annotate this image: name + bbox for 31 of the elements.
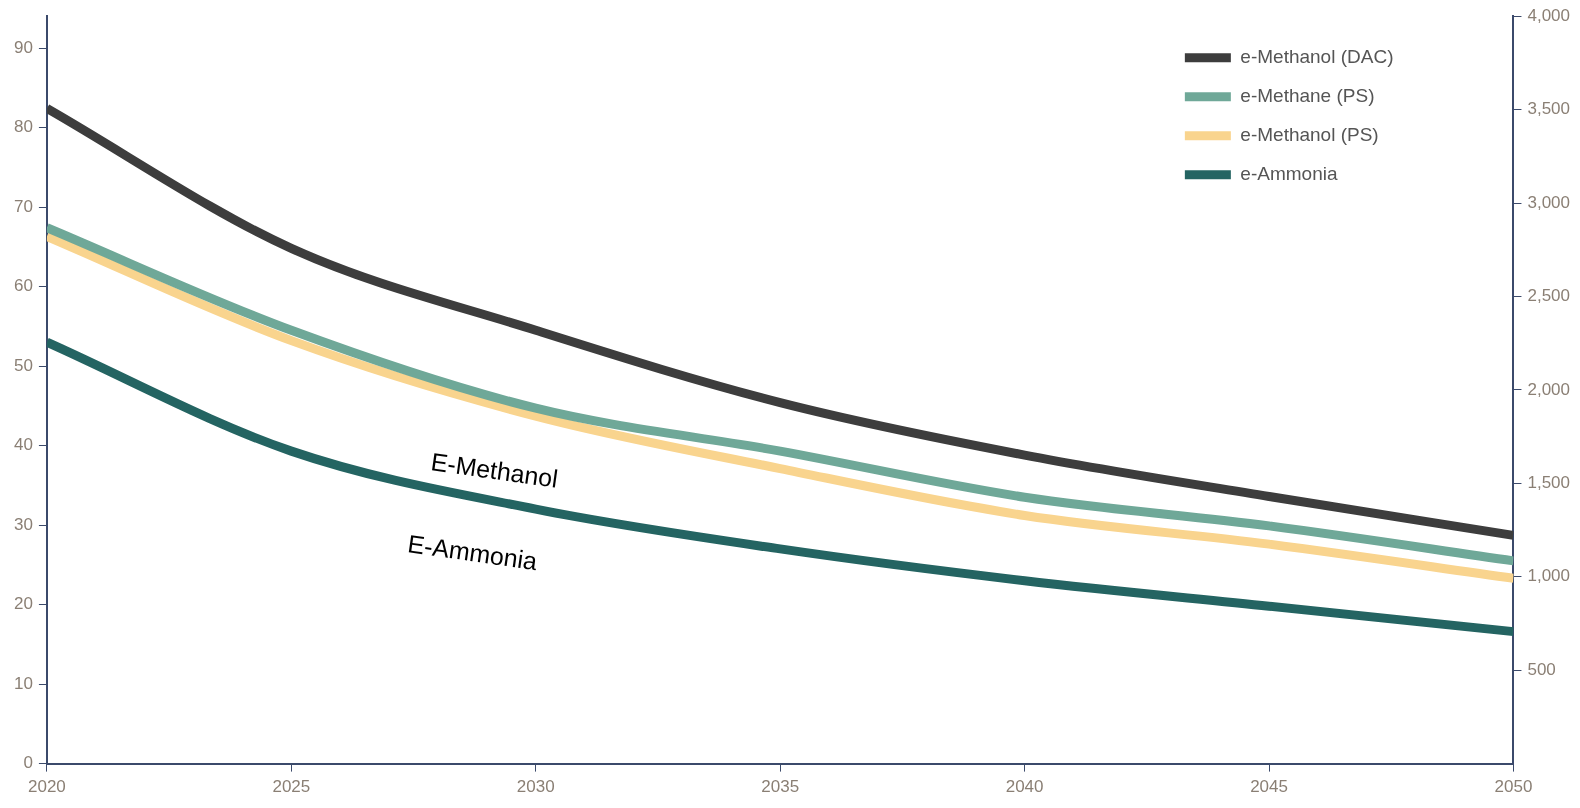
y2-tick-label: 3,000	[1527, 192, 1571, 212]
legend-label: e-Ammonia	[1240, 162, 1338, 184]
y2-tick-label: 1,000	[1527, 566, 1571, 586]
x-tick-label: 2030	[516, 777, 555, 797]
y-tick-label: 10	[13, 673, 33, 693]
y-tick-label: 0	[23, 753, 33, 773]
x-tick-label: 2025	[272, 777, 311, 797]
y-tick-label: 80	[13, 117, 33, 137]
legend-label: e-Methanol (PS)	[1240, 123, 1379, 145]
y-tick-label: 40	[13, 435, 33, 455]
y2-tick-label: 2,000	[1527, 379, 1571, 399]
legend-label: e-Methanol (DAC)	[1240, 45, 1394, 67]
annotation: E-Ammonia	[405, 529, 540, 576]
y2-tick-label: 1,500	[1527, 473, 1571, 493]
y2-tick-label: 2,500	[1527, 286, 1571, 306]
x-tick-label: 2035	[761, 777, 800, 797]
y2-tick-label: 4,000	[1527, 5, 1571, 25]
y-tick-label: 30	[13, 514, 33, 534]
x-tick-label: 2050	[1494, 777, 1533, 797]
y2-tick-label: 500	[1527, 659, 1556, 679]
y-tick-label: 90	[13, 37, 33, 57]
x-tick-label: 2045	[1250, 777, 1288, 797]
y-tick-label: 50	[13, 355, 33, 375]
annotation: E-Methanol	[429, 447, 560, 493]
y-tick-label: 60	[13, 276, 33, 296]
y-tick-label: 20	[13, 594, 33, 614]
x-tick-label: 2040	[1005, 777, 1044, 797]
x-tick-label: 2020	[28, 777, 66, 797]
legend-label: e-Methane (PS)	[1240, 84, 1375, 106]
y2-tick-label: 3,500	[1527, 99, 1571, 119]
y-tick-label: 70	[13, 196, 33, 216]
